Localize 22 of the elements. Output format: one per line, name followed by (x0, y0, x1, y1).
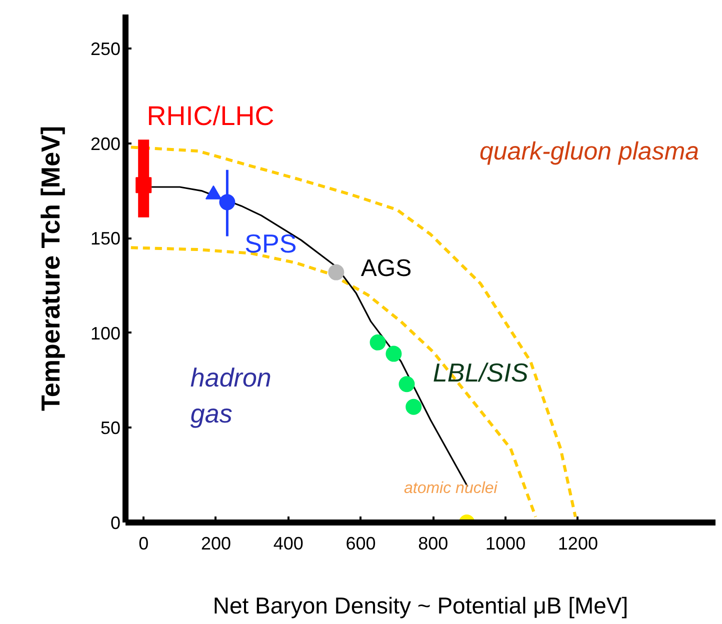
x-tick-label: 200 (200, 534, 232, 554)
y-tick-label: 200 (90, 134, 121, 154)
x-tick-label: 1000 (486, 534, 526, 554)
y-tick-label: 50 (100, 418, 121, 438)
annotation: RHIC/LHC (146, 101, 274, 132)
annotation: AGS (360, 255, 412, 282)
x-tick-label: 600 (346, 534, 376, 554)
x-axis-title: Net Baryon Density ~ Potential μB [MeV] (212, 592, 628, 618)
x-tick-label: 1200 (558, 534, 598, 554)
y-tick-label: 100 (90, 323, 121, 344)
x-tick-label: 400 (273, 534, 304, 554)
y-axis-title: Temperature Tch [MeV] (35, 126, 66, 412)
x-tick-label: 0 (138, 534, 149, 554)
annotation: SPS (244, 228, 297, 259)
annotation: hadron gas (190, 362, 272, 428)
annotation: quark-gluon plasma (480, 138, 700, 166)
annotation: LBL/SIS (432, 358, 529, 388)
x-tick-label: 800 (418, 534, 448, 554)
y-tick-label: 250 (90, 39, 121, 60)
y-tick-label: 0 (110, 513, 121, 533)
y-tick-label: 150 (90, 228, 121, 249)
annotation: atomic nuclei (404, 480, 498, 497)
